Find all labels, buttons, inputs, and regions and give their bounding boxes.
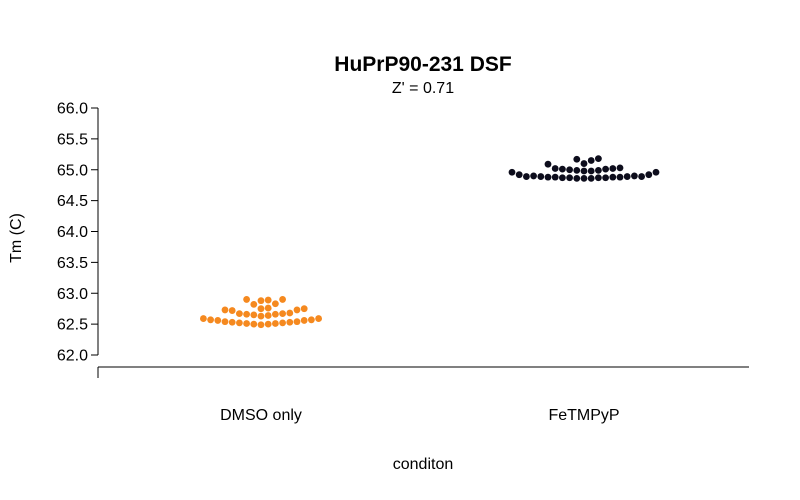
data-point [300,305,308,313]
y-tick-label: 65.5 [57,131,88,148]
data-point [286,309,294,317]
x-tick-label: DMSO only [220,407,302,424]
data-point [573,155,581,163]
data-point [272,320,279,327]
y-tick-label: 64.5 [57,193,88,210]
data-point [616,164,624,172]
data-point [257,305,265,313]
data-point [243,320,251,327]
x-axis: DMSO only FeTMPyP [97,366,749,424]
data-point [257,297,265,305]
data-point [279,319,286,327]
data-point [544,160,552,168]
data-point [214,317,222,324]
data-point [638,173,645,180]
data-point [272,300,279,308]
data-point [652,168,660,176]
data-point [243,310,251,318]
data-point [551,165,559,172]
data-point [551,173,559,181]
data-point [537,173,545,180]
data-point [602,165,609,173]
data-point [595,174,602,182]
data-point [566,166,573,174]
data-point [515,171,523,179]
data-point [508,168,516,176]
data-point [279,296,286,303]
y-tick-label: 63.0 [57,286,88,303]
data-point [286,318,294,326]
y-tick-label: 62.5 [57,317,88,334]
data-point [609,165,617,172]
data-point [250,320,258,328]
x-tick-label: FeTMPyP [548,407,619,424]
y-tick-label: 65.0 [57,162,88,179]
data-point [264,296,272,304]
data-point [315,315,322,322]
data-point [257,312,265,320]
data-point [300,317,308,324]
data-point [595,166,602,174]
y-axis: 62.0 62.5 63.0 63.5 64.0 64.5 65.0 65.5 66.0 [57,101,99,365]
data-point [573,166,581,174]
data-point [559,174,566,182]
data-point [573,175,581,182]
data-point [580,160,588,167]
data-point [616,173,624,181]
x-axis-title: conditon [393,456,454,473]
chart-title: HuPrP90-231 DSF [334,53,512,76]
data-point [587,157,595,164]
data-point [530,172,537,180]
data-point [645,171,653,179]
data-point [264,312,272,319]
data-point [631,172,638,180]
data-point [293,306,301,314]
data-point [293,318,301,326]
data-point [602,174,609,182]
data-points [200,155,660,329]
data-point [257,321,265,329]
y-tick-label: 63.5 [57,255,88,272]
data-point [264,304,272,312]
data-point [559,165,566,173]
chart-subtitle: Z' = 0.71 [392,80,454,97]
data-point [566,174,573,182]
data-point [221,306,229,314]
data-point [595,155,602,163]
data-point [243,296,251,303]
data-point [523,173,530,180]
y-axis-title: Tm (C) [8,213,25,263]
y-tick-label: 62.0 [57,348,88,365]
data-point [250,311,258,319]
data-point [264,320,272,328]
data-point [250,300,258,308]
data-point [609,173,617,181]
data-point [228,307,236,314]
y-tick-label: 64.0 [57,224,88,241]
data-point [200,315,207,322]
data-point [587,175,595,182]
data-point [544,173,552,181]
data-point [623,173,631,180]
data-point [580,167,588,175]
data-point [236,310,243,318]
data-point [221,318,229,326]
data-point [279,310,286,318]
data-point [228,318,236,326]
data-point [236,319,243,327]
data-point [308,316,315,324]
data-point [207,316,215,324]
data-point [272,310,279,318]
data-point [580,175,588,182]
y-tick-label: 66.0 [57,101,88,118]
data-point [587,167,595,175]
